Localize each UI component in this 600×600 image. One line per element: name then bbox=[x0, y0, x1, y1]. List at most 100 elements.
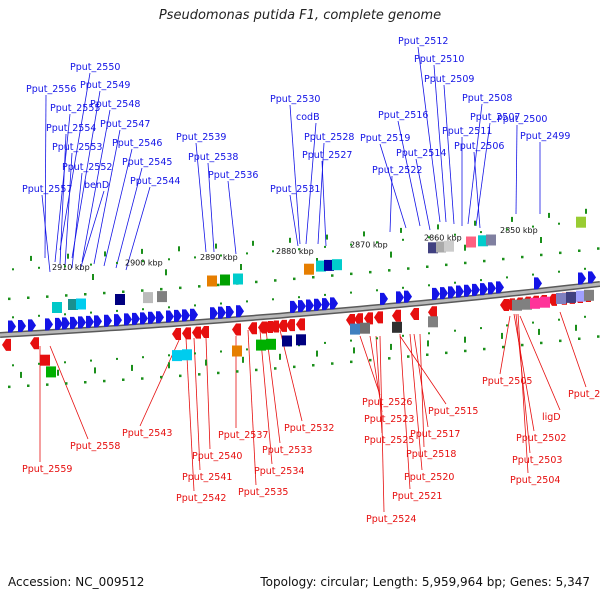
gene-label: Pput_2530 bbox=[270, 94, 320, 105]
gene-leader-line bbox=[321, 160, 327, 247]
gene-label: Pput_2531 bbox=[270, 184, 320, 195]
gene-label: Pput_2523 bbox=[364, 414, 414, 425]
track-dot bbox=[407, 267, 410, 270]
gene-label: Pput_2506 bbox=[454, 141, 504, 152]
reverse-gene-arrow bbox=[354, 313, 363, 326]
track-dot bbox=[179, 374, 182, 378]
ruler-tick-label: 2870 kbp bbox=[350, 241, 388, 250]
forward-gene-arrow bbox=[440, 287, 448, 300]
track-dot bbox=[90, 359, 92, 362]
track-dot bbox=[255, 280, 258, 284]
track-dot bbox=[388, 357, 391, 360]
track-dot bbox=[12, 316, 14, 319]
ruler-tick-label: 2860 kbp bbox=[424, 234, 462, 243]
forward-gene-arrow bbox=[132, 312, 140, 325]
ruler-tick bbox=[326, 234, 328, 240]
reverse-gene-arrow bbox=[200, 326, 209, 338]
forward-gene-arrow bbox=[496, 281, 504, 294]
ruler-tick bbox=[141, 248, 143, 254]
gene-label: Pput_2503 bbox=[512, 455, 562, 466]
gene-label: Pput_2498 bbox=[568, 389, 600, 400]
annotation-block bbox=[172, 350, 182, 362]
forward-gene-arrow bbox=[124, 313, 132, 326]
gene-label: Pput_2528 bbox=[304, 132, 354, 143]
track-dot bbox=[84, 381, 87, 384]
forward-gene-arrow bbox=[290, 300, 298, 313]
forward-gene-arrow bbox=[306, 299, 314, 312]
ruler-tick bbox=[464, 336, 466, 343]
track-dot bbox=[90, 311, 92, 314]
gene-leader-line bbox=[513, 313, 535, 432]
reverse-gene-arrow bbox=[500, 299, 509, 311]
gene-leader-line bbox=[419, 333, 425, 448]
annotation-block bbox=[428, 316, 438, 328]
forward-gene-arrow bbox=[322, 298, 330, 311]
annotation-block bbox=[256, 339, 266, 351]
track-dot bbox=[198, 285, 201, 288]
track-dot bbox=[298, 248, 300, 251]
track-dots bbox=[8, 219, 600, 389]
annotation-block bbox=[157, 291, 167, 303]
track-dot bbox=[540, 253, 543, 257]
track-dot bbox=[480, 231, 482, 234]
forward-gene-arrow bbox=[18, 319, 26, 332]
track-dot bbox=[558, 318, 560, 321]
track-dot bbox=[194, 256, 196, 259]
reverse-gene-arrow bbox=[548, 293, 557, 306]
track-dot bbox=[532, 321, 534, 324]
gene-leader-line bbox=[54, 113, 71, 263]
ruler-tick-label: 2900 kbp bbox=[125, 258, 163, 267]
track-dot bbox=[179, 286, 182, 290]
gene-leader-line bbox=[81, 109, 111, 263]
gene-leader-line bbox=[413, 333, 429, 428]
track-dot bbox=[402, 334, 404, 337]
gene-leader-line bbox=[41, 194, 51, 273]
track-dot bbox=[480, 327, 482, 330]
gene-leader-line bbox=[289, 194, 299, 247]
track-dot bbox=[246, 300, 248, 303]
track-dot bbox=[578, 249, 581, 252]
gene-label: Pput_2533 bbox=[262, 445, 312, 456]
track-dot bbox=[312, 276, 315, 279]
track-dot bbox=[194, 352, 196, 355]
annotation-block bbox=[115, 294, 125, 305]
ruler: 2910 kbp 2900 kbp 2890 kbp 2880 kbp 2870 kbp… bbox=[20, 208, 587, 378]
track-dot bbox=[141, 377, 144, 380]
ruler-tick bbox=[57, 369, 59, 376]
gene-leader-line bbox=[59, 133, 67, 265]
track-dot bbox=[521, 255, 524, 259]
track-dot bbox=[220, 254, 222, 257]
track-dot bbox=[480, 279, 482, 282]
reverse-gene-arrow bbox=[2, 338, 11, 351]
track-dot bbox=[558, 222, 560, 225]
reverse-gene-arrow bbox=[364, 312, 373, 325]
gene-leader-line bbox=[71, 90, 101, 259]
forward-gene-arrow bbox=[380, 292, 388, 305]
gene-leader-line bbox=[115, 167, 143, 269]
annotation-block bbox=[266, 338, 276, 350]
reverse-gene-arrow bbox=[232, 323, 241, 336]
forward-gene-arrow bbox=[226, 306, 234, 319]
ruler-tick bbox=[540, 237, 542, 243]
ruler-tick bbox=[575, 324, 577, 331]
forward-gene-arrow bbox=[114, 314, 122, 327]
annotation-block bbox=[282, 335, 292, 347]
forward-gene-arrow bbox=[156, 311, 164, 324]
track-dot bbox=[122, 290, 125, 293]
forward-gene-arrow bbox=[94, 315, 102, 328]
forward-gene-arrow bbox=[314, 298, 322, 311]
forward-gene-arrow bbox=[404, 290, 412, 303]
track-dot bbox=[194, 304, 196, 307]
track-dot bbox=[376, 337, 378, 340]
gene-label: Pput_2519 bbox=[360, 133, 410, 144]
annotation-block bbox=[232, 345, 242, 357]
annotation-block bbox=[360, 322, 370, 334]
annotation-block bbox=[220, 274, 230, 286]
annotation-block bbox=[540, 296, 550, 308]
track-dot bbox=[103, 379, 106, 383]
track-dot bbox=[274, 279, 277, 282]
ruler-tick bbox=[437, 224, 439, 230]
annotation-block bbox=[324, 259, 334, 271]
track-dot bbox=[272, 250, 274, 253]
annotation-block bbox=[76, 298, 86, 310]
